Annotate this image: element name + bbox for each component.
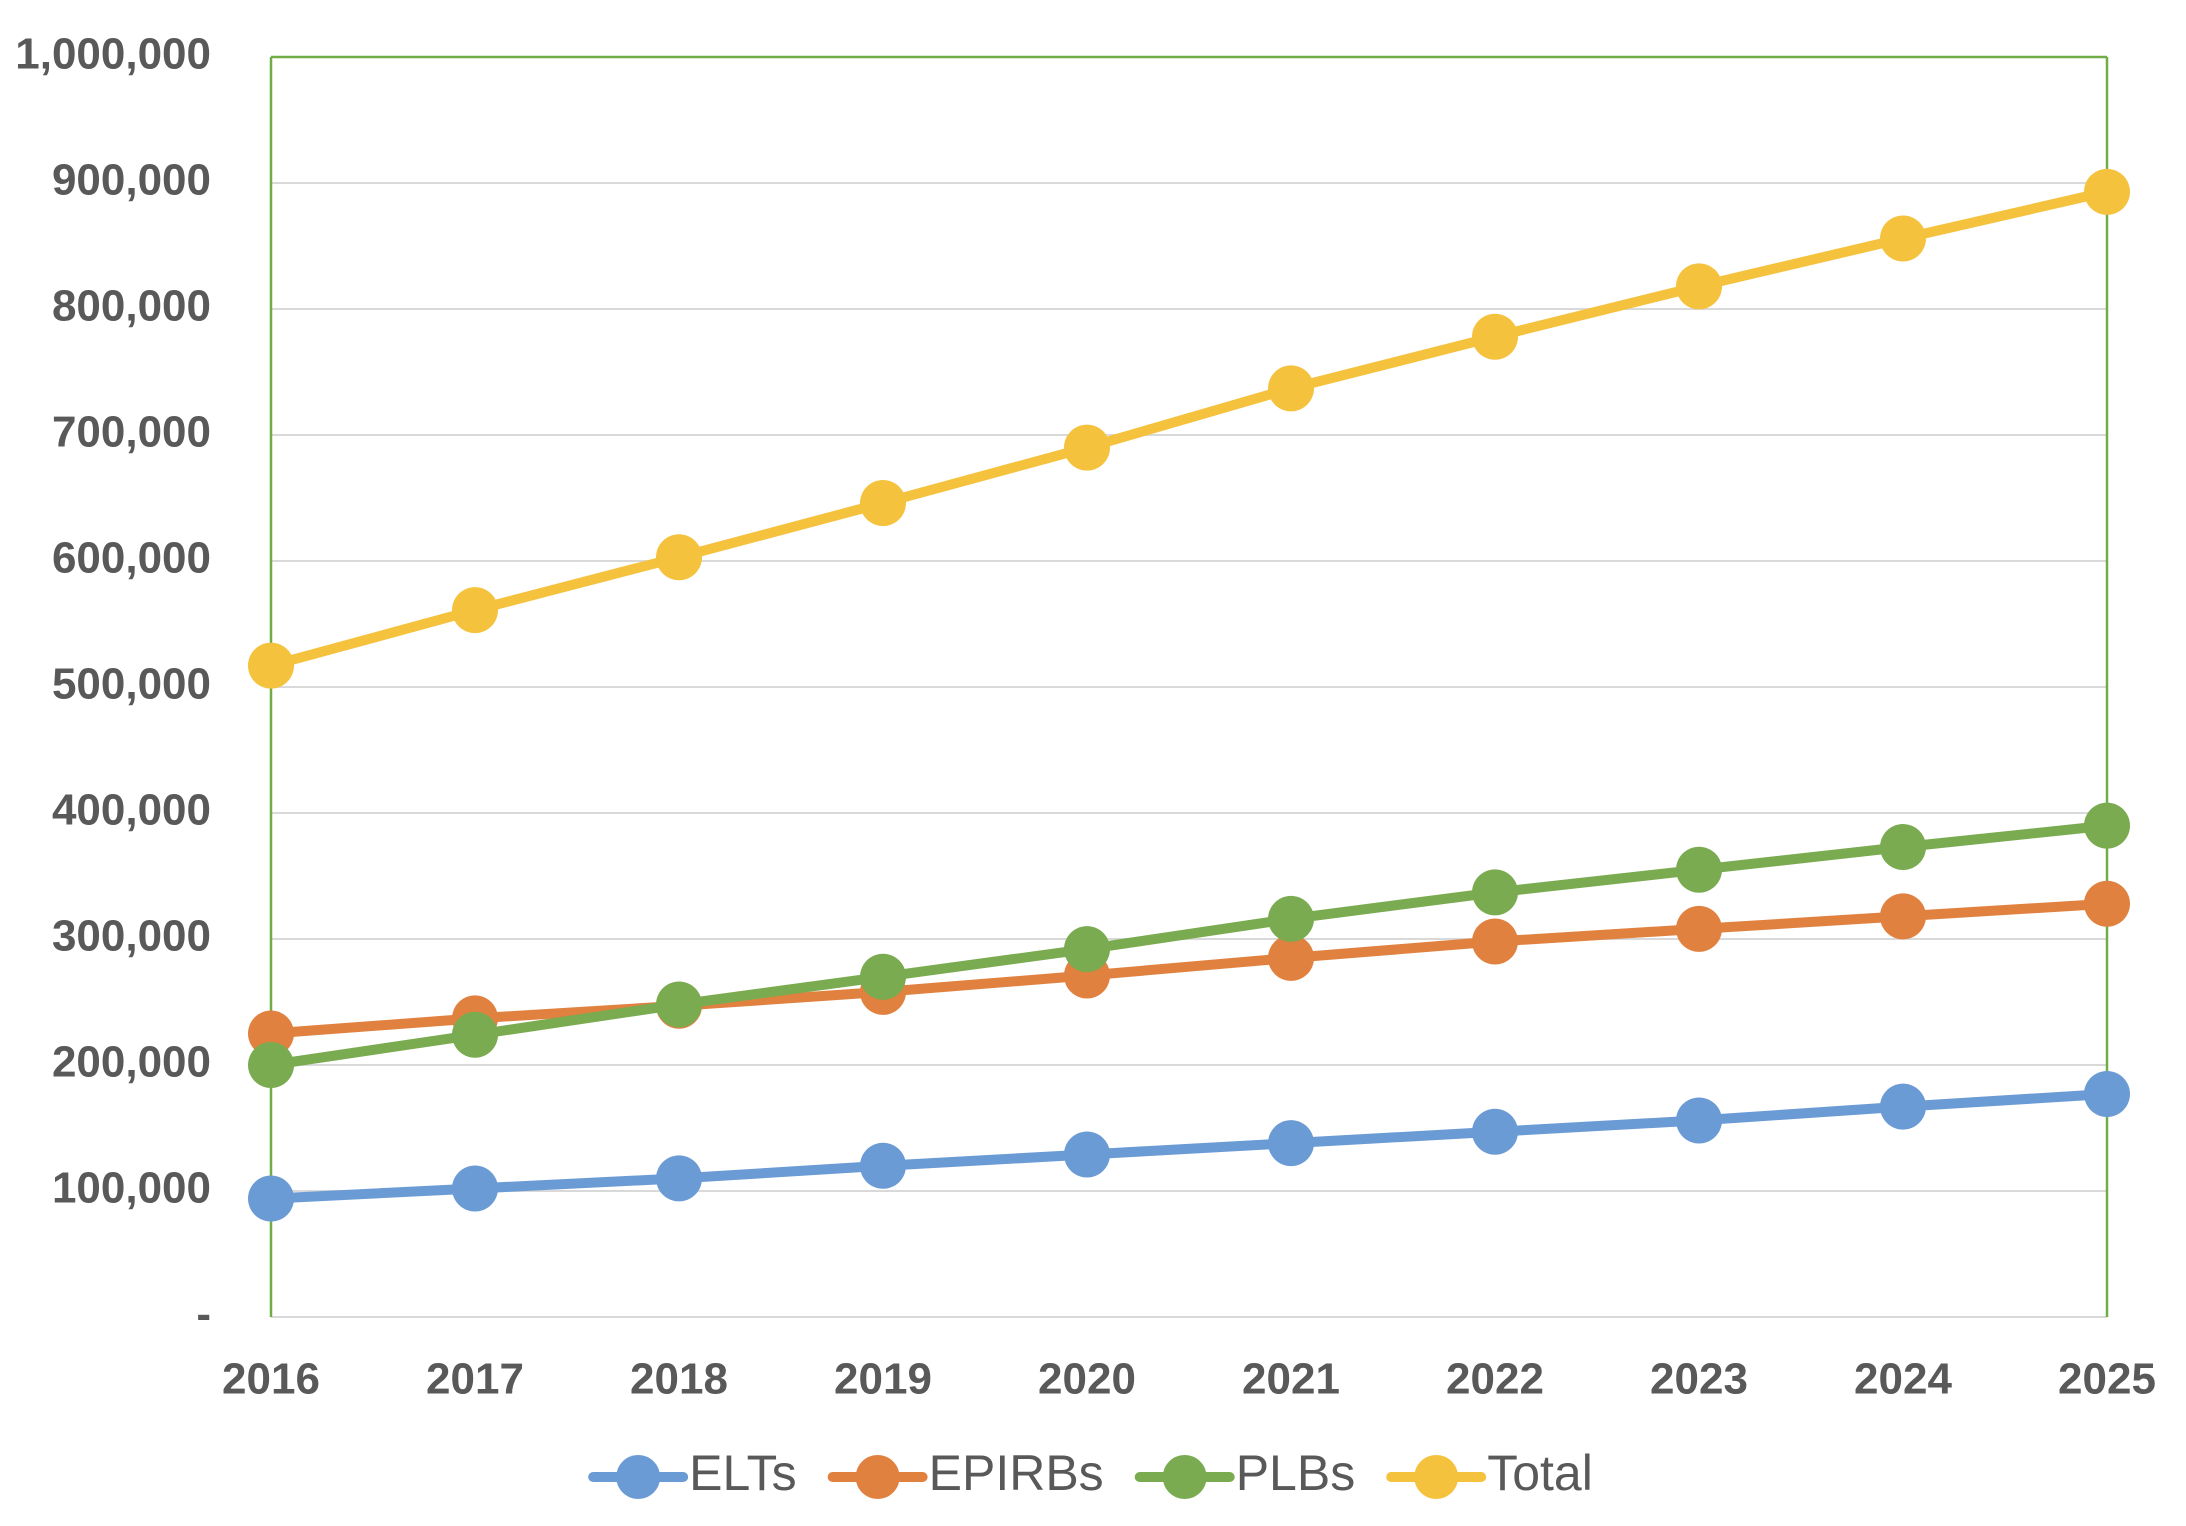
legend-swatch-marker bbox=[616, 1455, 661, 1499]
data-point-plbs bbox=[656, 981, 702, 1028]
legend-label: ELTs bbox=[689, 1445, 796, 1501]
x-tick-label: 2023 bbox=[1650, 1355, 1748, 1404]
data-point-total bbox=[1472, 313, 1518, 360]
y-tick-label: 400,000 bbox=[52, 786, 211, 835]
data-point-elts bbox=[656, 1155, 702, 1202]
y-tick-label: 300,000 bbox=[52, 912, 211, 961]
x-tick-label: 2017 bbox=[426, 1355, 524, 1404]
y-tick-label: - bbox=[196, 1290, 211, 1339]
data-point-elts bbox=[1676, 1097, 1722, 1144]
data-point-elts bbox=[248, 1175, 294, 1222]
y-tick-label: 900,000 bbox=[52, 156, 211, 205]
series-plbs bbox=[248, 802, 2130, 1088]
y-tick-label: 700,000 bbox=[52, 408, 211, 457]
data-point-epirbs bbox=[1880, 893, 1926, 940]
legend-label: EPIRBs bbox=[929, 1445, 1104, 1501]
data-point-epirbs bbox=[248, 1010, 294, 1057]
y-tick-label: 200,000 bbox=[52, 1038, 211, 1087]
x-tick-label: 2022 bbox=[1446, 1355, 1544, 1404]
series-total bbox=[248, 168, 2130, 689]
y-tick-label: 800,000 bbox=[52, 282, 211, 331]
data-point-epirbs bbox=[2084, 880, 2130, 927]
data-point-total bbox=[2084, 168, 2130, 215]
legend-item-total: Total bbox=[1386, 1445, 1593, 1501]
data-point-total bbox=[1676, 263, 1722, 310]
series-line-epirbs bbox=[266, 898, 2112, 1039]
data-point-elts bbox=[2084, 1070, 2130, 1117]
x-tick-label: 2018 bbox=[630, 1355, 728, 1404]
legend-swatch-marker bbox=[855, 1455, 900, 1499]
series-elts bbox=[248, 1070, 2130, 1222]
data-point-plbs bbox=[1472, 869, 1518, 916]
data-point-elts bbox=[1268, 1120, 1314, 1167]
data-point-epirbs bbox=[1268, 934, 1314, 981]
data-point-plbs bbox=[2084, 802, 2130, 849]
data-point-total bbox=[656, 534, 702, 581]
gridlines bbox=[271, 182, 2107, 1318]
data-point-total bbox=[1880, 215, 1926, 262]
data-point-plbs bbox=[860, 953, 906, 1000]
data-point-elts bbox=[1472, 1108, 1518, 1155]
data-point-plbs bbox=[1268, 895, 1314, 942]
y-tick-label: 600,000 bbox=[52, 534, 211, 583]
legend-label: PLBs bbox=[1236, 1445, 1356, 1501]
series-line-elts bbox=[266, 1089, 2112, 1204]
data-point-plbs bbox=[1880, 824, 1926, 871]
x-axis-tick-labels: 2016 2017 2018 2019 2020 2021 2022 2023 2024 2025 bbox=[222, 1355, 2156, 1404]
data-point-epirbs bbox=[1676, 905, 1722, 952]
data-point-total bbox=[1064, 424, 1110, 471]
legend-swatch-marker bbox=[1414, 1455, 1459, 1499]
legend-item-epirbs: EPIRBs bbox=[827, 1445, 1104, 1501]
x-tick-label: 2016 bbox=[222, 1355, 320, 1404]
x-tick-label: 2020 bbox=[1038, 1355, 1136, 1404]
data-point-total bbox=[860, 480, 906, 527]
x-tick-label: 2025 bbox=[2058, 1355, 2156, 1404]
data-point-total bbox=[452, 587, 498, 634]
series-lines bbox=[248, 168, 2130, 1222]
y-tick-label: 500,000 bbox=[52, 660, 211, 709]
data-point-elts bbox=[1880, 1083, 1926, 1130]
x-tick-label: 2024 bbox=[1854, 1355, 1952, 1404]
data-point-total bbox=[248, 642, 294, 689]
data-point-plbs bbox=[248, 1042, 294, 1088]
series-line-plbs bbox=[266, 820, 2112, 1070]
y-tick-label: 1,000,000 bbox=[15, 30, 211, 79]
x-tick-label: 2019 bbox=[834, 1355, 932, 1404]
legend-label: Total bbox=[1487, 1445, 1593, 1501]
data-point-elts bbox=[1064, 1131, 1110, 1178]
legend-item-elts: ELTs bbox=[588, 1445, 797, 1501]
data-point-total bbox=[1268, 365, 1314, 412]
y-tick-label: 100,000 bbox=[52, 1164, 211, 1213]
data-point-plbs bbox=[452, 1011, 498, 1058]
legend-item-plbs: PLBs bbox=[1134, 1445, 1356, 1501]
data-point-elts bbox=[860, 1142, 906, 1189]
data-point-plbs bbox=[1676, 846, 1722, 893]
legend: ELTs EPIRBs PLBs Total bbox=[588, 1445, 1593, 1501]
series-line-total bbox=[266, 186, 2112, 671]
data-point-elts bbox=[452, 1165, 498, 1212]
data-point-epirbs bbox=[1472, 918, 1518, 965]
legend-swatch-marker bbox=[1162, 1455, 1207, 1499]
data-point-plbs bbox=[1064, 926, 1110, 973]
x-tick-label: 2021 bbox=[1242, 1355, 1340, 1404]
y-axis-tick-labels: - 100,000 200,000 300,000 400,000 500,000 600,… bbox=[15, 30, 211, 1339]
